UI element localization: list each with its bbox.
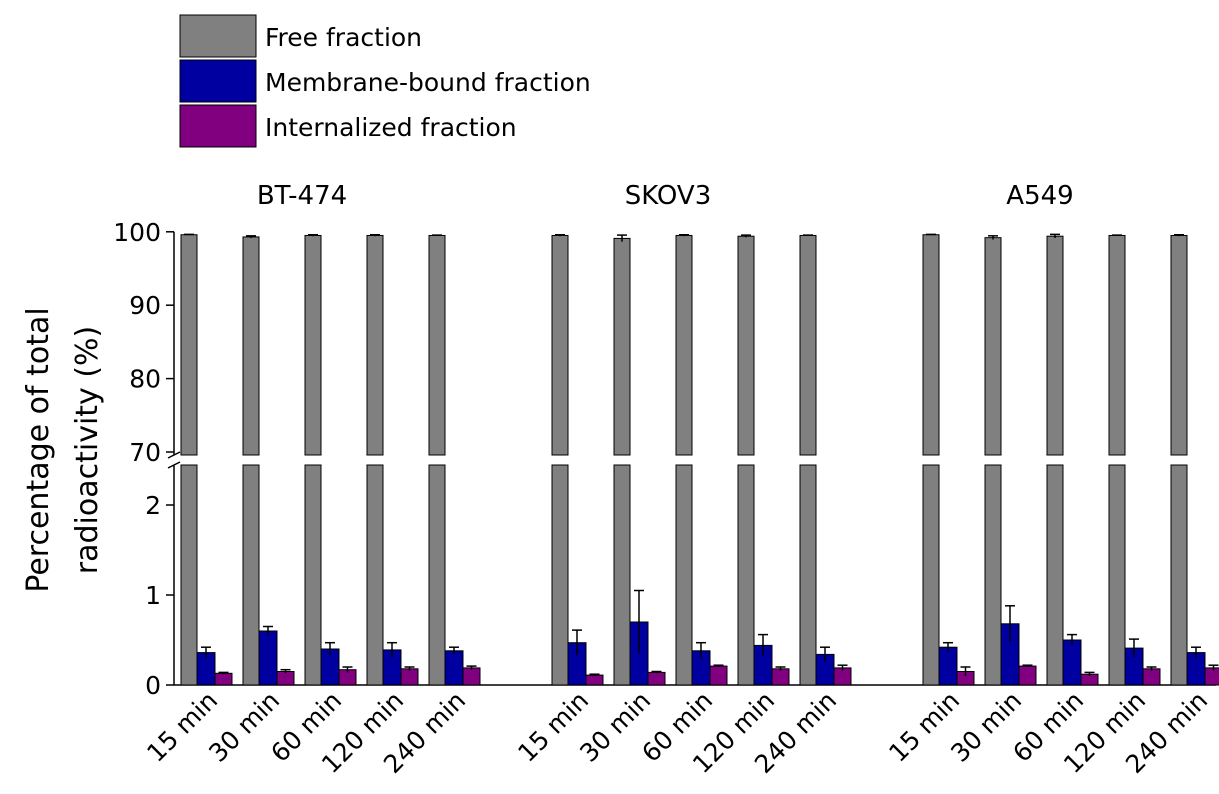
legend-label: Free fraction <box>265 23 422 52</box>
bar-internalized-fraction <box>771 668 790 686</box>
axis-break-mark <box>167 461 181 469</box>
bar-internalized-fraction <box>1018 665 1037 686</box>
group-titles: BT-474 SKOV3 A549 <box>257 181 1074 211</box>
bar-free-fraction-lower <box>1046 464 1064 686</box>
bar-free-fraction-lower <box>984 464 1002 686</box>
bar-internalized-fraction <box>462 667 481 686</box>
bar-free-fraction-lower <box>675 464 693 686</box>
legend-swatch <box>179 104 257 148</box>
bar-internalized-fraction <box>585 674 604 686</box>
bar-free-fraction-lower <box>922 464 940 686</box>
bar-free-fraction <box>180 234 198 456</box>
bar-internalized-fraction <box>400 668 419 686</box>
legend-label: Internalized fraction <box>265 113 517 142</box>
y-tick-label: 0 <box>145 671 161 700</box>
group-title: A549 <box>1006 181 1073 211</box>
bar-free-fraction <box>428 234 446 456</box>
bar-free-fraction-lower <box>613 464 631 686</box>
y-tick-label: 100 <box>113 218 161 247</box>
bar-internalized-fraction <box>276 671 295 686</box>
bar-internalized-fraction <box>1204 667 1219 686</box>
y-axis-label-line1: Percentage of total <box>21 307 56 592</box>
bar-free-fraction-lower <box>242 464 260 686</box>
bars <box>180 233 1219 686</box>
bar-free-fraction <box>675 234 693 456</box>
bar-free-fraction <box>304 234 322 456</box>
bar-free-fraction <box>1108 234 1126 456</box>
bar-internalized-fraction <box>709 665 728 686</box>
group-title: BT-474 <box>257 181 347 211</box>
y-tick-label: 1 <box>145 581 161 610</box>
legend: Free fraction Membrane-bound fraction Inte… <box>179 14 591 148</box>
bar-free-fraction-lower <box>551 464 569 686</box>
bar-free-fraction-lower <box>737 464 755 686</box>
axis-break-mark <box>167 451 181 459</box>
legend-swatch <box>179 59 257 103</box>
bar-internalized-fraction <box>214 672 233 686</box>
group-title: SKOV3 <box>625 181 711 211</box>
bar-free-fraction <box>737 235 755 456</box>
bar-internalized-fraction <box>1142 668 1161 686</box>
bar-free-fraction-lower <box>180 464 198 686</box>
bar-free-fraction-lower <box>1108 464 1126 686</box>
bar-free-fraction <box>984 237 1002 456</box>
bar-free-fraction-lower <box>799 464 817 686</box>
bar-free-fraction-lower <box>1170 464 1188 686</box>
legend-label: Membrane-bound fraction <box>265 68 591 97</box>
bar-free-fraction <box>242 236 260 456</box>
bar-free-fraction <box>1170 234 1188 456</box>
legend-swatch <box>179 14 257 58</box>
y-tick-label: 80 <box>129 365 161 394</box>
bar-internalized-fraction <box>647 671 666 686</box>
bar-membrane-bound-fraction <box>1062 639 1082 686</box>
bar-membrane-bound-fraction <box>258 630 278 686</box>
bar-free-fraction-lower <box>428 464 446 686</box>
bar-membrane-bound-fraction <box>938 646 958 686</box>
bar-free-fraction <box>1046 235 1064 456</box>
bar-free-fraction <box>799 234 817 456</box>
y-tick-label: 70 <box>129 438 161 467</box>
bar-free-fraction <box>613 237 631 456</box>
bar-free-fraction <box>551 234 569 456</box>
y-tick-label: 2 <box>145 491 161 520</box>
bar-free-fraction-lower <box>304 464 322 686</box>
axes: 70 80 90 100 0 1 2 <box>113 218 1216 700</box>
y-tick-label: 90 <box>129 291 161 320</box>
bar-membrane-bound-fraction <box>444 650 464 686</box>
bar-free-fraction-lower <box>366 464 384 686</box>
y-axis-label-line2: radioactivity (%) <box>70 326 105 574</box>
bar-free-fraction <box>366 234 384 456</box>
bar-free-fraction <box>922 234 940 456</box>
